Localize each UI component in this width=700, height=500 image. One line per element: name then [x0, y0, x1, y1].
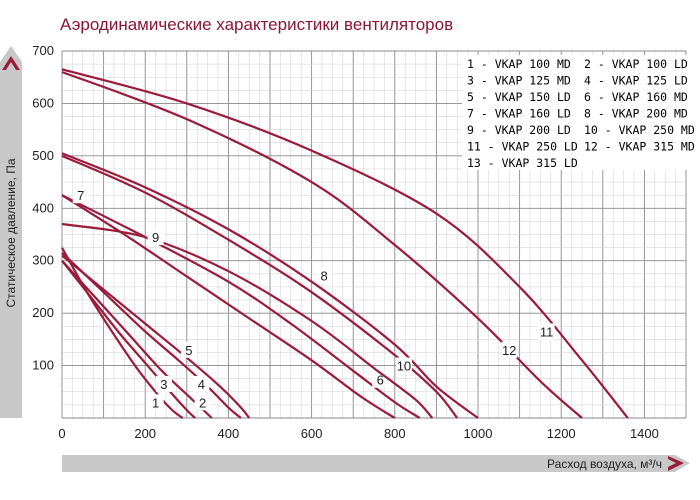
x-tick-label: 800 [384, 426, 406, 441]
legend-entry: 5 - VKAP 150 LD [467, 90, 571, 104]
curve-1 [61, 247, 184, 419]
curve-12 [61, 70, 583, 419]
x-tick-label: 600 [301, 426, 323, 441]
legend: 1 - VKAP 100 MD 2 - VKAP 100 LD 3 - VKAP 1… [467, 57, 695, 170]
legend-entry: 7 - VKAP 160 LD [467, 107, 571, 121]
legend-entry: 1 - VKAP 100 MD [467, 57, 571, 71]
y-tick-label: 700 [32, 43, 54, 58]
y-axis-band [0, 46, 22, 418]
curve-label-2: 2 [199, 395, 206, 410]
x-tick-label: 200 [134, 426, 156, 441]
curve-label-bg [72, 187, 89, 204]
curve-4 [61, 252, 242, 419]
y-tick-label: 100 [32, 358, 54, 373]
x-axis-label: Расход воздуха, м³/ч [547, 457, 662, 471]
chart-title: Аэродинамические характеристики вентилят… [60, 15, 453, 34]
curve-label-bg [155, 375, 172, 392]
y-tick-labels: 100 200 300 400 500 600 700 [32, 43, 54, 373]
y-tick-label: 300 [32, 253, 54, 268]
curve-label-7: 7 [77, 188, 84, 203]
x-axis-band [62, 455, 690, 472]
curve-label-6: 6 [377, 373, 384, 388]
curve-label-3: 3 [160, 377, 167, 392]
curve-11 [61, 68, 629, 419]
curve-label-bg [316, 267, 333, 284]
x-tick-label: 400 [218, 426, 240, 441]
legend-entry: 9 - VKAP 200 LD [467, 123, 571, 137]
legend-entry: 2 - VKAP 100 LD [584, 57, 688, 71]
y-tick-label: 200 [32, 305, 54, 320]
legend-entry: 4 - VKAP 125 LD [584, 74, 688, 88]
curve-label-12: 12 [502, 343, 516, 358]
y-tick-label: 600 [32, 95, 54, 110]
x-tick-labels: 0 200 400 600 800 1000 1200 1400 [58, 426, 658, 441]
curve-7 [61, 194, 396, 419]
curve-label-bg [501, 341, 518, 358]
curve-label-bg [147, 229, 164, 246]
curve-label-bg [395, 357, 412, 374]
curve-9 [61, 222, 434, 419]
legend-entry: 6 - VKAP 160 MD [584, 90, 688, 104]
curve-label-10: 10 [397, 359, 411, 374]
curve-label-bg [538, 323, 555, 340]
x-axis-arrow-icon [668, 456, 684, 471]
curve-label-4: 4 [198, 377, 205, 392]
y-axis-arrow-icon [2, 56, 20, 70]
legend-entry: 12 - VKAP 315 MD [584, 140, 695, 154]
legend-entry: 3 - VKAP 125 MD [467, 74, 571, 88]
x-tick-label: 1000 [464, 426, 493, 441]
curve-label-5: 5 [185, 343, 192, 358]
x-tick-label: 1200 [547, 426, 576, 441]
legend-entry: 13 - VKAP 315 LD [467, 156, 578, 170]
legend-entry: 10 - VKAP 250 MD [584, 123, 695, 137]
x-tick-label: 1400 [630, 426, 659, 441]
y-tick-label: 500 [32, 148, 54, 163]
y-tick-label: 400 [32, 200, 54, 215]
x-tick-label: 0 [58, 426, 65, 441]
curve-label-bg [194, 394, 211, 411]
curve-label-11: 11 [540, 324, 554, 339]
curve-label-bg [193, 375, 210, 392]
curve-label-8: 8 [320, 268, 327, 283]
y-axis-label: Статическое давление, Па [4, 158, 18, 307]
curve-label-9: 9 [152, 230, 159, 245]
curve-label-bg [147, 394, 164, 411]
curve-label-1: 1 [152, 395, 159, 410]
curve-10 [61, 154, 459, 419]
curve-3 [61, 260, 196, 419]
curve-8 [61, 152, 479, 419]
legend-entry: 8 - VKAP 200 MD [584, 107, 688, 121]
legend-entry: 11 - VKAP 250 LD [467, 140, 578, 154]
curve-label-bg [180, 341, 197, 358]
legend-box [462, 55, 687, 170]
